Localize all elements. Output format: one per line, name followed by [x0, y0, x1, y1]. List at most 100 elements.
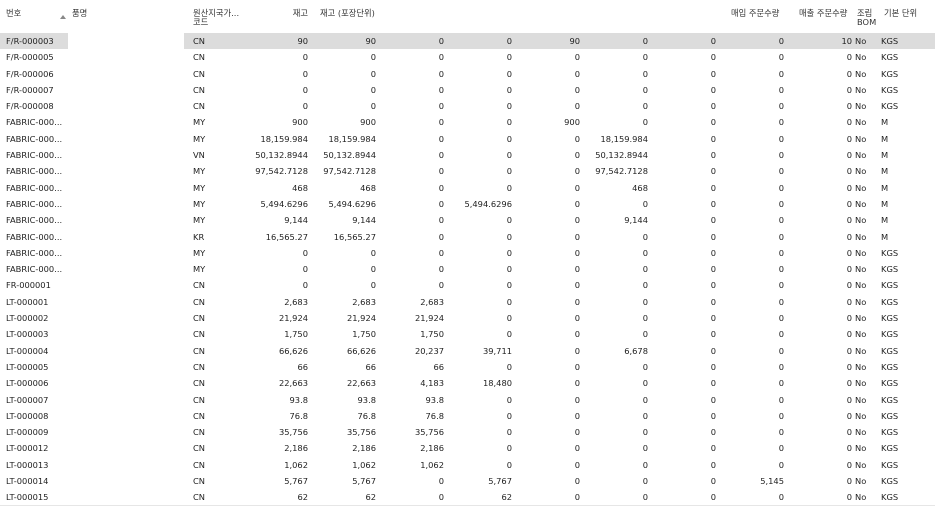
table-row[interactable]: LT-000013 CN 1,062 1,062 1,062 0 0 0 0 0 0 No KGS [0, 457, 935, 473]
cell-no[interactable]: FR-000001 [6, 280, 51, 291]
cell-col7: 0 [710, 182, 716, 193]
header-sales-qty[interactable]: 매출 주문수량 [799, 8, 848, 18]
table-row[interactable]: FABRIC-000... MY 0 0 0 0 0 0 0 0 0 No KGS [0, 261, 935, 277]
cell-no[interactable]: LT-000009 [6, 427, 49, 438]
cell-no[interactable]: FABRIC-000... [6, 182, 63, 193]
table-row[interactable]: FABRIC-000... MY 468 468 0 0 0 468 0 0 0 No M [0, 180, 935, 196]
sort-ascending-icon[interactable] [60, 15, 66, 19]
cell-name[interactable] [68, 196, 184, 212]
cell-no[interactable]: F/R-000008 [6, 101, 54, 112]
cell-no[interactable]: LT-000003 [6, 329, 49, 340]
cell-name[interactable] [68, 343, 184, 359]
cell-name[interactable] [68, 310, 184, 326]
table-row[interactable]: LT-000009 CN 35,756 35,756 35,756 0 0 0 0 0 0 No KGS [0, 424, 935, 440]
cell-no[interactable]: FABRIC-000... [6, 133, 63, 144]
header-country-line1[interactable]: 원산지국가... [193, 8, 240, 18]
cell-name[interactable] [68, 408, 184, 424]
table-row[interactable]: LT-000015 CN 62 62 0 62 0 0 0 0 0 No KGS [0, 489, 935, 505]
cell-no[interactable]: FABRIC-000... [6, 264, 63, 275]
table-row[interactable]: FABRIC-000... MY 9,144 9,144 0 0 0 9,144 0 0 0 No M [0, 212, 935, 228]
table-row[interactable]: LT-000003 CN 1,750 1,750 1,750 0 0 0 0 0 0 No KGS [0, 326, 935, 342]
table-row[interactable]: LT-000005 CN 66 66 66 0 0 0 0 0 0 No KGS [0, 359, 935, 375]
cell-name[interactable] [68, 229, 184, 245]
cell-no[interactable]: LT-000014 [6, 476, 49, 487]
cell-name[interactable] [68, 457, 184, 473]
cell-name[interactable] [68, 98, 184, 114]
cell-name[interactable] [68, 212, 184, 228]
header-stock[interactable]: 재고 [292, 8, 308, 18]
table-row[interactable]: FABRIC-000... KR 16,565.27 16,565.27 0 0 0 0 0 0 0… [0, 229, 935, 245]
cell-name[interactable] [68, 326, 184, 342]
table-row[interactable]: FABRIC-000... MY 18,159.984 18,159.984 0 0 0 18… [0, 131, 935, 147]
cell-no[interactable]: LT-000013 [6, 459, 49, 470]
cell-no[interactable]: LT-000006 [6, 378, 49, 389]
cell-no[interactable]: FABRIC-000... [6, 215, 63, 226]
table-row[interactable]: LT-000001 CN 2,683 2,683 2,683 0 0 0 0 0 0 No KGS [0, 294, 935, 310]
cell-name[interactable] [68, 277, 184, 293]
cell-col4: 0 [506, 313, 512, 324]
table-row[interactable]: F/R-000005 CN 0 0 0 0 0 0 0 0 0 No KGS [0, 49, 935, 65]
cell-name[interactable] [68, 489, 184, 505]
cell-name[interactable] [68, 82, 184, 98]
cell-no[interactable]: LT-000002 [6, 313, 49, 324]
cell-name[interactable] [68, 114, 184, 130]
cell-assembly-bom: No [855, 410, 867, 421]
cell-name[interactable] [68, 131, 184, 147]
table-row[interactable]: FR-000001 CN 0 0 0 0 0 0 0 0 0 No KGS [0, 277, 935, 293]
cell-no[interactable]: FABRIC-000... [6, 150, 63, 161]
cell-name[interactable] [68, 392, 184, 408]
table-row[interactable]: LT-000012 CN 2,186 2,186 2,186 0 0 0 0 0 0 No KGS [0, 440, 935, 456]
header-stock-pack[interactable]: 재고 (포장단위) [320, 8, 375, 18]
cell-no[interactable]: LT-000007 [6, 394, 49, 405]
cell-name[interactable] [68, 440, 184, 456]
cell-no[interactable]: F/R-000003 [6, 36, 54, 46]
cell-no[interactable]: LT-000012 [6, 443, 49, 454]
table-row[interactable]: F/R-000008 CN 0 0 0 0 0 0 0 0 0 No KGS [0, 98, 935, 114]
table-row[interactable]: F/R-000003 CN 90 90 0 0 90 0 0 0 10 No KGS [0, 33, 935, 50]
table-row[interactable]: LT-000004 CN 66,626 66,626 20,237 39,711 0 6,67… [0, 343, 935, 359]
cell-name[interactable] [68, 49, 184, 65]
cell-no[interactable]: LT-000015 [6, 492, 49, 503]
cell-no[interactable]: LT-000008 [6, 410, 49, 421]
cell-name[interactable] [68, 33, 184, 50]
cell-name[interactable] [68, 66, 184, 82]
cell-name[interactable] [68, 359, 184, 375]
table-row[interactable]: LT-000006 CN 22,663 22,663 4,183 18,480 0 0 0 0 0 N… [0, 375, 935, 391]
table-row[interactable]: F/R-000007 CN 0 0 0 0 0 0 0 0 0 No KGS [0, 82, 935, 98]
table-row[interactable]: F/R-000006 CN 0 0 0 0 0 0 0 0 0 No KGS [0, 66, 935, 82]
header-base-unit[interactable]: 기본 단위 [884, 8, 918, 18]
cell-name[interactable] [68, 261, 184, 277]
header-no[interactable]: 번호 [6, 8, 22, 18]
cell-no[interactable]: FABRIC-000... [6, 198, 63, 209]
cell-no[interactable]: LT-000005 [6, 361, 49, 372]
cell-no[interactable]: F/R-000007 [6, 84, 54, 95]
header-purchase-qty[interactable]: 매입 주문수량 [731, 8, 780, 18]
cell-no[interactable]: FABRIC-000... [6, 117, 63, 128]
cell-name[interactable] [68, 147, 184, 163]
cell-name[interactable] [68, 424, 184, 440]
cell-name[interactable] [68, 375, 184, 391]
cell-name[interactable] [68, 294, 184, 310]
table-row[interactable]: FABRIC-000... MY 900 900 0 0 900 0 0 0 0 No M [0, 114, 935, 130]
table-row[interactable]: LT-000008 CN 76.8 76.8 76.8 0 0 0 0 0 0 No KGS [0, 408, 935, 424]
cell-name[interactable] [68, 245, 184, 261]
table-row[interactable]: FABRIC-000... MY 5,494.6296 5,494.6296 0 5,49… [0, 196, 935, 212]
cell-no[interactable]: LT-000001 [6, 296, 49, 307]
cell-name[interactable] [68, 180, 184, 196]
table-row[interactable]: FABRIC-000... MY 97,542.7128 97,542.7128 0 0 0… [0, 163, 935, 179]
cell-name[interactable] [68, 163, 184, 179]
cell-no[interactable]: F/R-000005 [6, 52, 54, 63]
header-assembly-line1[interactable]: 조립 [857, 8, 873, 18]
cell-no[interactable]: FABRIC-000... [6, 247, 63, 258]
table-row[interactable]: LT-000002 CN 21,924 21,924 21,924 0 0 0 0 0 0 No KGS [0, 310, 935, 326]
cell-no[interactable]: LT-000004 [6, 345, 49, 356]
table-row[interactable]: LT-000014 CN 5,767 5,767 0 5,767 0 0 0 5,145 0 No KG… [0, 473, 935, 489]
header-name[interactable]: 품명 [72, 8, 88, 18]
table-row[interactable]: LT-000007 CN 93.8 93.8 93.8 0 0 0 0 0 0 No KGS [0, 392, 935, 408]
table-row[interactable]: FABRIC-000... MY 0 0 0 0 0 0 0 0 0 No KGS [0, 245, 935, 261]
cell-no[interactable]: F/R-000006 [6, 68, 54, 79]
cell-no[interactable]: FABRIC-000... [6, 166, 63, 177]
cell-no[interactable]: FABRIC-000... [6, 231, 63, 242]
table-row[interactable]: FABRIC-000... VN 50,132.8944 50,132.8944 0 0 0… [0, 147, 935, 163]
cell-name[interactable] [68, 473, 184, 489]
